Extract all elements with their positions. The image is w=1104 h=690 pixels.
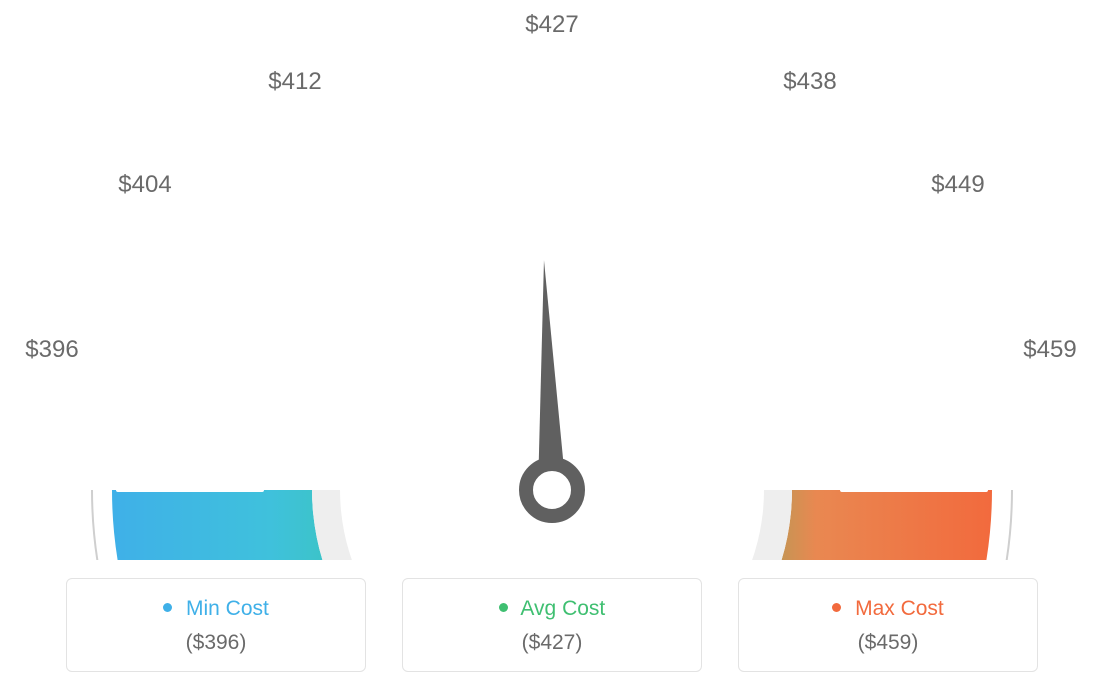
gauge-tick-label: $412 [268, 68, 321, 96]
legend-value-max: ($459) [749, 631, 1027, 655]
legend-card-min: Min Cost ($396) [66, 578, 366, 672]
legend-title-text: Avg Cost [520, 597, 605, 620]
legend-dot-icon [163, 603, 172, 612]
cost-gauge: $396 $404 $412 $427 $438 $449 $459 [0, 0, 1104, 560]
legend-title-min: Min Cost [77, 597, 355, 621]
gauge-tick-label: $404 [118, 171, 171, 199]
legend-card-max: Max Cost ($459) [738, 578, 1038, 672]
gauge-tick-label: $449 [931, 171, 984, 199]
gauge-tick-label: $396 [25, 336, 78, 364]
legend-title-text: Max Cost [855, 597, 944, 620]
legend-value-min: ($396) [77, 631, 355, 655]
gauge-tick-label: $438 [783, 68, 836, 96]
gauge-needle [538, 260, 566, 490]
legend-title-max: Max Cost [749, 597, 1027, 621]
gauge-svg [0, 0, 1104, 560]
gauge-tick-label: $459 [1023, 336, 1076, 364]
legend-title-avg: Avg Cost [413, 597, 691, 621]
gauge-tick-label: $427 [525, 11, 578, 39]
legend-row: Min Cost ($396) Avg Cost ($427) Max Cost… [0, 578, 1104, 672]
legend-card-avg: Avg Cost ($427) [402, 578, 702, 672]
legend-title-text: Min Cost [186, 597, 269, 620]
legend-dot-icon [499, 603, 508, 612]
legend-value-avg: ($427) [413, 631, 691, 655]
legend-dot-icon [832, 603, 841, 612]
